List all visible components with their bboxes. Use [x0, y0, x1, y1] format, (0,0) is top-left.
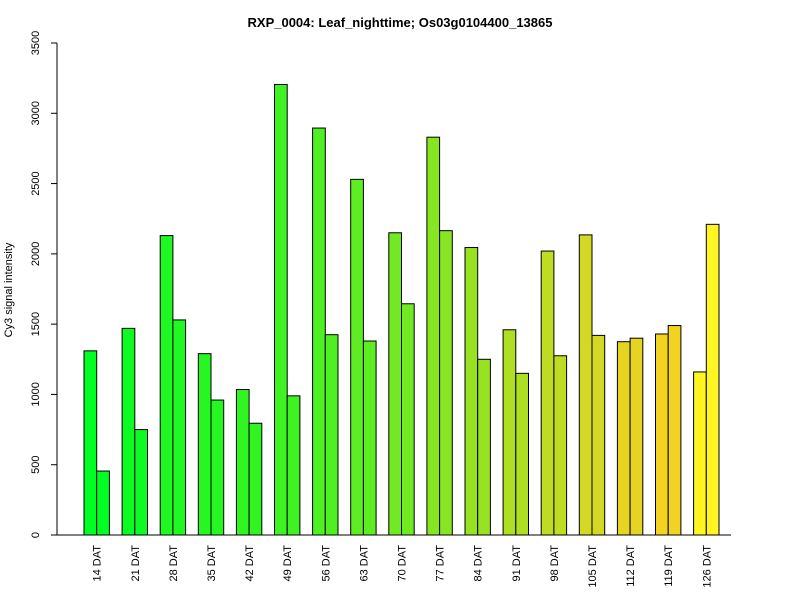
- bar-14-dat-2: [96, 470, 110, 536]
- bar-49-dat-2: [286, 395, 301, 536]
- x-tick-label: 14 DAT: [92, 545, 104, 582]
- bar-91-dat-1: [502, 329, 517, 536]
- bar-35-dat-2: [210, 399, 225, 536]
- bar-119-dat-1: [655, 333, 669, 536]
- y-tick-label: 1000: [30, 382, 42, 406]
- bar-105-dat-1: [578, 234, 593, 536]
- bar-63-dat-1: [350, 178, 364, 536]
- bar-28-dat-2: [172, 319, 187, 536]
- bar-42-dat-1: [235, 389, 250, 536]
- x-tick-label: 28 DAT: [168, 545, 180, 582]
- bar-35-dat-1: [197, 353, 212, 536]
- bar-84-dat-2: [477, 358, 491, 536]
- bar-28-dat-1: [159, 235, 174, 536]
- bar-49-dat-1: [274, 83, 288, 536]
- bar-77-dat-2: [439, 230, 453, 536]
- bar-14-dat-1: [83, 350, 98, 536]
- bar-112-dat-1: [616, 341, 631, 536]
- bar-105-dat-2: [591, 334, 606, 536]
- x-tick-label: 126 DAT: [701, 545, 713, 588]
- y-tick-label: 2500: [30, 171, 42, 195]
- y-tick-label: 500: [30, 456, 42, 474]
- bar-70-dat-2: [401, 303, 415, 536]
- x-tick-label: 42 DAT: [244, 545, 256, 582]
- x-tick-label: 70 DAT: [397, 545, 409, 582]
- bar-112-dat-2: [629, 337, 644, 536]
- bar-98-dat-1: [540, 250, 555, 536]
- x-tick-label: 35 DAT: [206, 545, 218, 582]
- y-tick-label: 0: [30, 532, 42, 538]
- bar-42-dat-2: [248, 422, 263, 536]
- y-axis: 0 500 1000 1500 2000 2500 3000 3500: [30, 31, 58, 538]
- bar-98-dat-2: [553, 355, 568, 536]
- x-tick-label: 112 DAT: [625, 545, 637, 587]
- bars-group: [83, 83, 720, 536]
- bar-70-dat-1: [388, 232, 402, 536]
- bar-56-dat-1: [312, 127, 326, 536]
- x-tick-label: 119 DAT: [663, 545, 675, 587]
- chart-title: RXP_0004: Leaf_nighttime; Os03g0104400_1…: [248, 15, 553, 30]
- x-axis: 14 DAT 21 DAT 28 DAT 35 DAT 42 DAT 49 DAT 56 D…: [57, 534, 731, 588]
- bar-119-dat-2: [667, 325, 682, 536]
- bar-21-dat-2: [134, 429, 149, 536]
- bar-56-dat-2: [324, 334, 339, 536]
- x-tick-label: 98 DAT: [549, 545, 561, 582]
- x-tick-label: 49 DAT: [282, 545, 294, 582]
- x-tick-label: 105 DAT: [587, 545, 599, 588]
- bar-91-dat-2: [515, 372, 529, 536]
- y-tick-label: 1500: [30, 312, 42, 336]
- y-tick-label: 3500: [30, 31, 42, 55]
- bar-21-dat-1: [121, 327, 136, 536]
- bar-63-dat-2: [362, 340, 377, 536]
- x-tick-label: 77 DAT: [435, 545, 447, 582]
- y-axis-label: Cy3 signal intensity: [3, 242, 15, 337]
- bar-126-dat-1: [693, 371, 707, 536]
- x-tick-label: 21 DAT: [130, 545, 142, 582]
- y-tick-label: 2000: [30, 242, 42, 266]
- x-tick-label: 63 DAT: [358, 545, 370, 582]
- bar-126-dat-2: [705, 223, 720, 536]
- x-tick-label: 84 DAT: [473, 545, 485, 582]
- bar-77-dat-1: [426, 136, 441, 536]
- bar-84-dat-1: [464, 247, 479, 536]
- x-tick-label: 56 DAT: [320, 545, 332, 582]
- y-tick-label: 3000: [30, 101, 42, 125]
- x-tick-label: 91 DAT: [511, 545, 523, 582]
